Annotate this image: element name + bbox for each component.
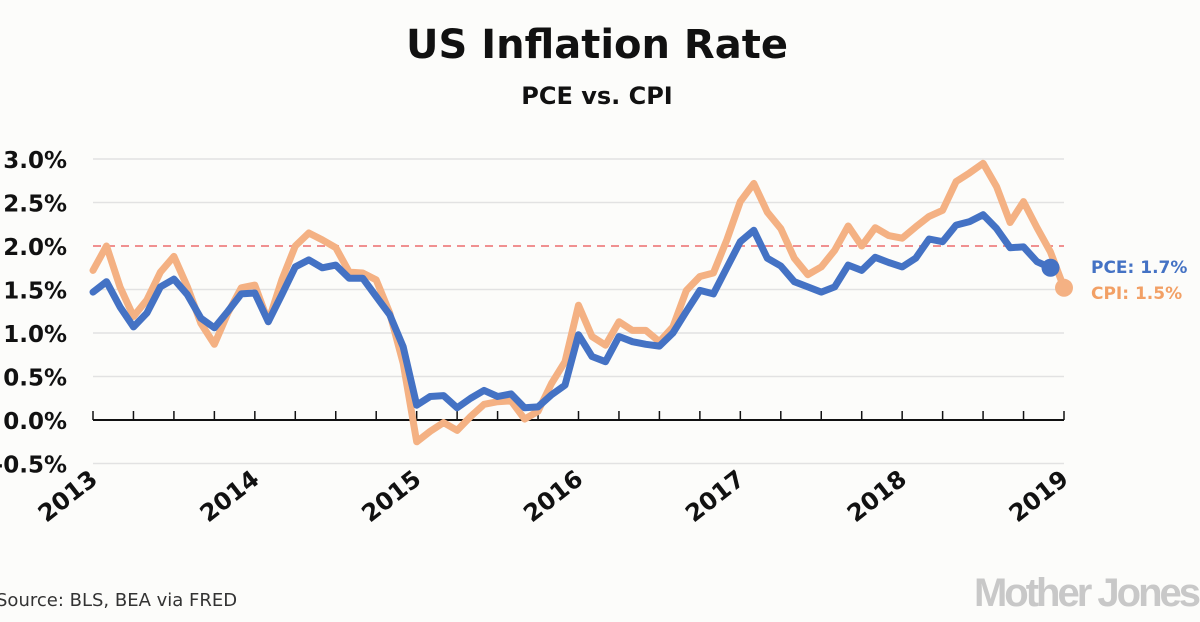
y-tick-label: 1.5% [3,279,67,305]
pce-end-label: PCE: 1.7% [1091,258,1187,278]
x-tick-label: 2018 [842,465,912,528]
x-axis [92,411,1065,421]
chart-subtitle: PCE vs. CPI [521,82,673,110]
cpi-end-marker [1055,278,1073,297]
x-axis-labels: 2013 2014 2015 2016 2017 2018 2019 [33,465,1074,528]
cpi-line [89,159,1068,446]
y-tick-label: 2.0% [3,235,67,261]
cpi-end-label: CPI: 1.5% [1091,284,1182,304]
y-tick-label: 1.0% [3,322,67,348]
x-tick-label: 2019 [1004,465,1074,528]
x-tick-label: 2015 [356,465,426,528]
pce-line [89,211,1054,412]
y-tick-label: 2.5% [3,192,67,218]
x-tick-label: 2017 [680,465,750,528]
chart-title: US Inflation Rate [406,22,788,68]
y-tick-label: 0.5% [3,366,67,392]
y-tick-label: 3.0% [3,148,67,174]
mother-jones-logo: Mother Jones [974,571,1200,615]
source-note: Source: BLS, BEA via FRED [0,590,237,611]
series-lines: PCE: 1.7% CPI: 1.5% [89,159,1187,446]
y-tick-label: 0.0% [3,409,67,435]
x-tick-label: 2014 [195,465,265,528]
pce-end-marker [1041,258,1060,277]
y-tick-label: -0.5% [0,453,67,479]
x-tick-label: 2016 [518,465,588,528]
y-axis-labels: 3.0% 2.5% 2.0% 1.5% 1.0% 0.5% 0.0% -0.5% [0,148,67,479]
